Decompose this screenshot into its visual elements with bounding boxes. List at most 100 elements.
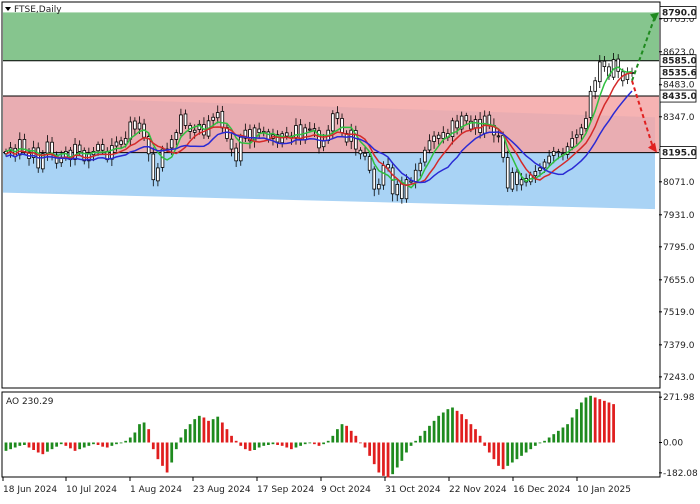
ao-bar [253,442,256,450]
ao-bar [161,442,164,466]
y-tick-label: 8763.0 [663,15,695,25]
ao-bar [322,442,325,445]
price-label-box [659,65,697,79]
ao-bar [441,412,445,443]
ao-bar [469,424,473,443]
ao-bar [395,442,399,468]
ao-bar [414,440,418,443]
candle-body [96,143,100,152]
candle-body [248,129,252,142]
ao-bar [303,442,307,445]
dropdown-triangle-icon[interactable] [5,7,11,11]
candle-body [547,155,551,164]
ao-bar [50,442,54,450]
ao-bar [584,397,588,443]
ao-bar [349,430,353,443]
candle-body [54,154,59,164]
candle-body [349,129,354,142]
candle-body [455,120,459,129]
ao-bar [78,442,82,450]
price-pane: 8763.08623.08483.08347.08207.08071.07931… [1,1,697,389]
candle-body [427,140,432,151]
ao-bar [276,442,279,445]
chart-title-text: FTSE,Daily [14,5,62,15]
ao-bar [82,442,86,448]
ao-bar [128,437,132,443]
ao-bar [138,424,141,443]
candle-body [179,114,183,134]
candle-body [41,153,45,170]
ao-bar [487,442,491,453]
ao-bar [386,442,390,478]
ao-bar [110,442,114,446]
candle-body [616,58,620,72]
ao-bar [299,442,302,446]
moving-average-line [5,90,633,184]
candle-body [505,157,510,189]
ao-bar [506,442,510,466]
ao-bar [483,442,487,446]
candle-body [358,149,363,155]
price-pane-frame [1,1,661,389]
candle-body [464,115,469,122]
ao-bar [119,442,123,444]
ao-bar [317,442,321,446]
candle-body [395,183,400,196]
y-tick-label: 8071.0 [663,178,695,188]
ao-bar [308,442,312,444]
ao-bar [561,427,565,443]
ao-bar [451,407,454,443]
y-tick-label: 8623.0 [663,48,695,58]
ao-bar [184,429,187,443]
y-tick-label: 7655.0 [663,276,695,286]
ao-bar [400,442,404,461]
ao-bar [368,442,372,456]
ao-bar [428,425,431,443]
candle-body [538,167,542,171]
forecast-down-arrow-line [631,80,654,148]
ao-bar [474,429,477,443]
candle-body [73,143,77,160]
support-zone [3,96,659,153]
candle-body [294,125,298,139]
ao-bar [552,434,556,443]
ao-bar [23,442,26,445]
candle-body [335,112,340,119]
candle-body [275,134,280,143]
ao-bar [73,442,77,451]
ao-bar [575,409,579,443]
candle-body [128,121,133,140]
candle-body [243,129,248,139]
candle-body [602,60,607,68]
candle-body [496,135,501,138]
ao-bar [142,422,146,443]
ao-bar [326,440,330,443]
x-tick-label: 17 Sep 2024 [257,485,314,495]
candle-body [119,140,123,145]
ao-bar [372,442,376,465]
candle-body [459,115,464,130]
ao-bar [248,442,252,451]
price-label-box [659,146,697,159]
ao-bar [538,442,542,444]
candle-body [413,169,418,182]
ao-bar [179,437,183,443]
ao-bar [257,442,261,448]
y-tick-label: 7519.0 [663,308,695,318]
ao-bar [382,442,385,476]
ao-bar [151,442,155,450]
ao-bar [331,435,335,443]
y-tick-label: 7931.0 [663,211,695,221]
zones-layer [3,12,659,210]
candle-body [82,150,87,162]
x-tick-label: 10 Jan 2025 [577,485,631,495]
ao-bar [197,415,201,443]
candle-body [418,162,423,172]
ao-bar [27,442,31,448]
ao-bar [69,442,72,449]
ao-bar [354,435,358,443]
ao-bar [225,429,229,443]
ao-bar [46,442,49,452]
